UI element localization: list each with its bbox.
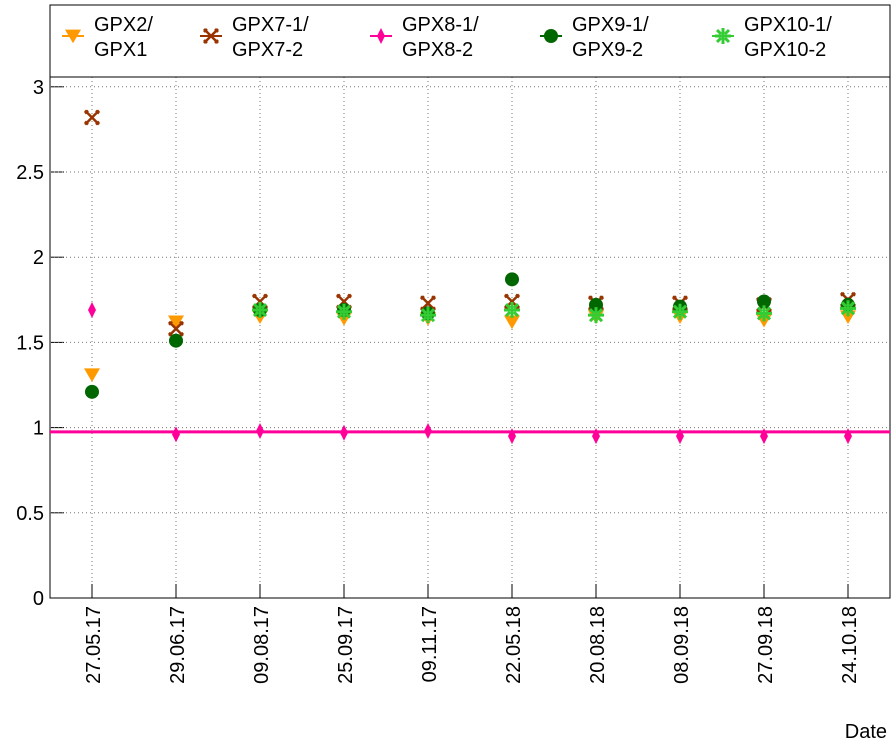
y-tick-label: 0.5 bbox=[16, 503, 44, 525]
marker bbox=[168, 320, 184, 337]
series bbox=[85, 272, 855, 399]
marker bbox=[252, 302, 268, 319]
marker bbox=[504, 315, 520, 330]
marker bbox=[168, 315, 184, 330]
marker bbox=[169, 333, 183, 348]
x-tick-label: 27.05.17 bbox=[83, 606, 105, 684]
legend-label: GPX7-1/GPX7-2 bbox=[232, 14, 309, 61]
legend-label: GPX8-1/GPX8-2 bbox=[402, 14, 479, 61]
marker bbox=[336, 303, 352, 320]
y-tick-label: 1 bbox=[33, 418, 44, 440]
marker bbox=[505, 272, 519, 287]
marker bbox=[420, 307, 436, 324]
y-tick-label: 2 bbox=[33, 247, 44, 269]
marker bbox=[589, 297, 603, 312]
legend-label: GPX2/GPX1 bbox=[94, 14, 153, 61]
x-tick-label: 24.10.18 bbox=[839, 606, 861, 684]
marker bbox=[256, 423, 264, 440]
x-tick-label: 08.09.18 bbox=[671, 606, 693, 684]
y-tick-label: 1.5 bbox=[16, 332, 44, 354]
x-tick-label: 29.06.17 bbox=[167, 606, 189, 684]
marker bbox=[172, 426, 180, 443]
x-tick-label: 22.05.18 bbox=[503, 606, 525, 684]
x-tick-label: 25.09.17 bbox=[335, 606, 357, 684]
x-tick-label: 27.09.18 bbox=[755, 606, 777, 684]
legend-label: GPX9-1/GPX9-2 bbox=[572, 14, 649, 61]
marker bbox=[760, 428, 768, 445]
marker bbox=[844, 428, 852, 445]
marker bbox=[504, 302, 520, 319]
marker bbox=[203, 28, 219, 44]
series bbox=[88, 302, 852, 445]
marker bbox=[65, 29, 81, 44]
legend bbox=[49, 4, 891, 78]
marker bbox=[756, 305, 772, 322]
marker bbox=[340, 424, 348, 441]
y-tick-label: 3 bbox=[33, 77, 44, 99]
marker bbox=[508, 428, 516, 445]
series bbox=[252, 300, 856, 324]
marker bbox=[377, 28, 385, 44]
marker bbox=[592, 428, 600, 445]
marker bbox=[84, 109, 100, 126]
x-tick-label: 09.11.17 bbox=[419, 606, 441, 682]
series bbox=[84, 310, 856, 382]
marker bbox=[85, 384, 99, 399]
marker bbox=[504, 293, 520, 310]
marker bbox=[676, 428, 684, 445]
x-tick-label: 20.08.18 bbox=[587, 606, 609, 684]
marker bbox=[88, 302, 96, 319]
marker bbox=[840, 300, 856, 317]
marker bbox=[757, 294, 771, 309]
y-tick-label: 2.5 bbox=[16, 162, 44, 184]
marker bbox=[672, 303, 688, 320]
marker bbox=[424, 423, 432, 440]
legend-label: GPX10-1/GPX10-2 bbox=[744, 14, 832, 61]
x-tick-label: 09.08.17 bbox=[251, 606, 273, 684]
series bbox=[84, 109, 856, 337]
marker bbox=[588, 307, 604, 324]
x-axis-label: Date bbox=[845, 721, 887, 743]
marker bbox=[84, 368, 100, 382]
marker bbox=[715, 28, 731, 44]
marker bbox=[544, 29, 558, 43]
y-tick-label: 0 bbox=[33, 588, 44, 610]
